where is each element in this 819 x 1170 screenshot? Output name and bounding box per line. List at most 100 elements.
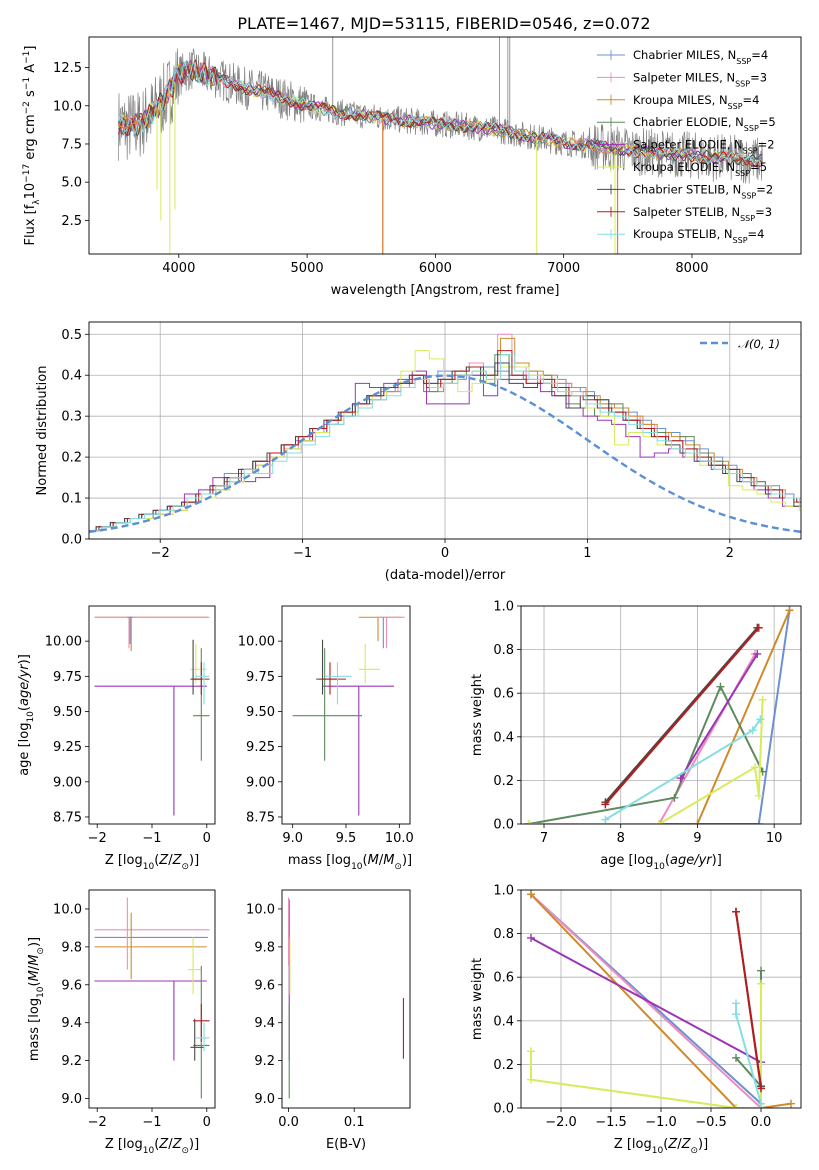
legend-label-main: Kroupa ELODIE, N bbox=[633, 160, 735, 174]
weight-marker-kroupa_stelib bbox=[757, 1099, 765, 1108]
x-tick-label: 0 bbox=[203, 1115, 211, 1130]
legend-label-suffix: =4 bbox=[751, 48, 768, 62]
y-tick-label: 9.00 bbox=[246, 775, 275, 790]
weight-line-kroupa_elodie bbox=[530, 983, 762, 1108]
x-tick-label: 7 bbox=[540, 831, 548, 846]
model-spectrum-salpeter_elodie bbox=[118, 59, 763, 168]
label-part: 10 bbox=[26, 711, 36, 723]
label-part: ( bbox=[17, 706, 32, 711]
mass-vs-z-xlabel: Z [log10(Z/Z⊙)] bbox=[105, 1137, 199, 1156]
age_vs_mass-axes: 9.0 9.5 10.0 8.75 9.00 9.25 9.50 9.75 10.00 bbox=[238, 635, 414, 846]
y-tick-label: 1.0 bbox=[493, 600, 514, 615]
label-part: 10 bbox=[143, 1146, 155, 1156]
x-tick-label: 0.0 bbox=[278, 1115, 299, 1130]
legend-label-suffix: =4 bbox=[748, 227, 765, 241]
y-tick-label: 0.4 bbox=[493, 730, 514, 745]
y-tick-label: 9.8 bbox=[61, 940, 82, 955]
y-tick-label: 9.75 bbox=[53, 670, 82, 685]
gaussian-curve bbox=[89, 374, 801, 533]
legend-label-chabrier_elodie: Chabrier ELODIE, NSSP=5 bbox=[633, 115, 776, 133]
spectrum-axes: 4000 5000 6000 7000 8000 2.5 5.0 7.5 10.0 12.5 bbox=[53, 61, 708, 276]
label-part: M bbox=[383, 853, 394, 868]
residuals-plot bbox=[89, 333, 801, 533]
label-part: Z bbox=[667, 1137, 678, 1152]
label-part: age/yr bbox=[17, 663, 32, 706]
legend-label-salpeter_miles: Salpeter MILES, NSSP=3 bbox=[633, 70, 767, 88]
model-spectrum-edge bbox=[117, 121, 141, 129]
legend-label-suffix: =5 bbox=[759, 115, 776, 129]
label-part: mass [log bbox=[27, 998, 42, 1061]
y-tick-label: 9.2 bbox=[61, 1054, 82, 1069]
y-tick-label: 10.0 bbox=[246, 902, 275, 917]
weight-marker-salpeter_elodie bbox=[753, 649, 762, 658]
age_vs_z-axes: −2 −1 0 8.75 9.00 9.25 9.50 9.75 10.00 bbox=[45, 635, 211, 846]
y-tick-label: 0.6 bbox=[493, 971, 514, 986]
spectrum-ylabel: Flux [fλ10−17 erg cm−2 s−1 A−1] bbox=[22, 46, 42, 246]
label-part: −1 bbox=[22, 51, 32, 64]
y-tick-label: 9.0 bbox=[254, 1092, 275, 1107]
age-vs-mass-xlabel: mass [log10(M/M⊙)] bbox=[288, 853, 412, 872]
label-part: 10 bbox=[36, 986, 46, 998]
y-tick-label: 9.0 bbox=[61, 1092, 82, 1107]
x-tick-label: 6000 bbox=[419, 261, 452, 276]
y-tick-label: 10.00 bbox=[238, 635, 275, 650]
legend-label-main: Salpeter STELIB, N bbox=[633, 205, 740, 219]
y-tick-label: 9.75 bbox=[246, 670, 275, 685]
y-tick-label: 7.5 bbox=[61, 137, 82, 152]
weight-marker-kroupa_elodie bbox=[655, 820, 664, 824]
legend-label-suffix: =3 bbox=[750, 70, 767, 84]
x-tick-label: 0.1 bbox=[344, 1115, 365, 1130]
y-tick-label: 8.75 bbox=[53, 810, 82, 825]
x-tick-label: 9.0 bbox=[282, 831, 303, 846]
weight-marker-kroupa_stelib bbox=[748, 726, 757, 735]
legend-label-sub: SSP bbox=[735, 169, 750, 178]
y-tick-label: 9.50 bbox=[53, 705, 82, 720]
age_vs_z-frame bbox=[88, 605, 216, 825]
x-tick-label: −1 bbox=[142, 1115, 161, 1130]
weight-vs-age-xlabel: age [log10(age/yr)] bbox=[600, 853, 722, 872]
weight_vs_age-frame bbox=[520, 605, 802, 825]
y-tick-label: 0.2 bbox=[493, 1058, 514, 1073]
x-tick-label: −1.5 bbox=[595, 1115, 627, 1130]
weight-marker-kroupa_elodie bbox=[527, 1047, 535, 1056]
x-tick-label: 10.0 bbox=[385, 831, 414, 846]
mass_vs_z-axes: −2 −1 0 9.0 9.2 9.4 9.6 9.8 10.0 bbox=[53, 902, 211, 1130]
y-tick-label: 0.0 bbox=[493, 818, 514, 833]
weight-marker-kroupa_stelib bbox=[732, 1010, 740, 1019]
weight-line-salpeter_elodie bbox=[679, 653, 759, 779]
weight-marker-kroupa_miles bbox=[527, 890, 535, 899]
weight-marker-chabrier_elodie bbox=[716, 682, 725, 691]
legend-label-sub: SSP bbox=[744, 124, 759, 133]
mass-vs-z-ylabel: mass [log10(M/M⊙)] bbox=[27, 937, 46, 1061]
label-part: 10 bbox=[351, 862, 363, 872]
label-part: )] bbox=[17, 654, 32, 664]
label-part: age [log bbox=[600, 853, 653, 868]
mass_vs_ebv-plot bbox=[288, 897, 404, 1099]
y-tick-label: 9.25 bbox=[53, 740, 82, 755]
y-tick-label: 0.2 bbox=[493, 774, 514, 789]
y-tick-label: 9.00 bbox=[53, 775, 82, 790]
label-part: M bbox=[368, 853, 379, 868]
label-part: ( bbox=[154, 1137, 159, 1152]
weight-marker-salpeter_stelib bbox=[732, 907, 740, 916]
weight-marker-kroupa_elodie bbox=[757, 979, 765, 988]
x-tick-label: 9.5 bbox=[336, 831, 357, 846]
legend-label-suffix: =5 bbox=[750, 160, 767, 174]
weight-marker-chabrier_elodie bbox=[757, 966, 765, 975]
label-part: ⊙ bbox=[181, 862, 189, 872]
weight-marker-kroupa_elodie bbox=[527, 1075, 535, 1084]
label-part: Z [log bbox=[105, 853, 143, 868]
weight-line-kroupa_miles bbox=[530, 893, 792, 1108]
legend-label-kroupa_miles: Kroupa MILES, NSSP=4 bbox=[633, 93, 759, 111]
y-tick-label: 0.6 bbox=[493, 687, 514, 702]
model-spectrum-salpeter_stelib bbox=[118, 59, 763, 168]
label-part: Z [log bbox=[614, 1137, 652, 1152]
weight_vs_z-plot bbox=[527, 890, 795, 1108]
age_vs_mass-frame bbox=[281, 605, 411, 825]
x-tick-label: 10 bbox=[766, 831, 783, 846]
x-tick-label: −2 bbox=[88, 831, 107, 846]
label-part: ⊙ bbox=[394, 862, 402, 872]
y-tick-label: 10.0 bbox=[53, 99, 82, 114]
weight_vs_age-ylabel: mass weight bbox=[470, 674, 485, 756]
